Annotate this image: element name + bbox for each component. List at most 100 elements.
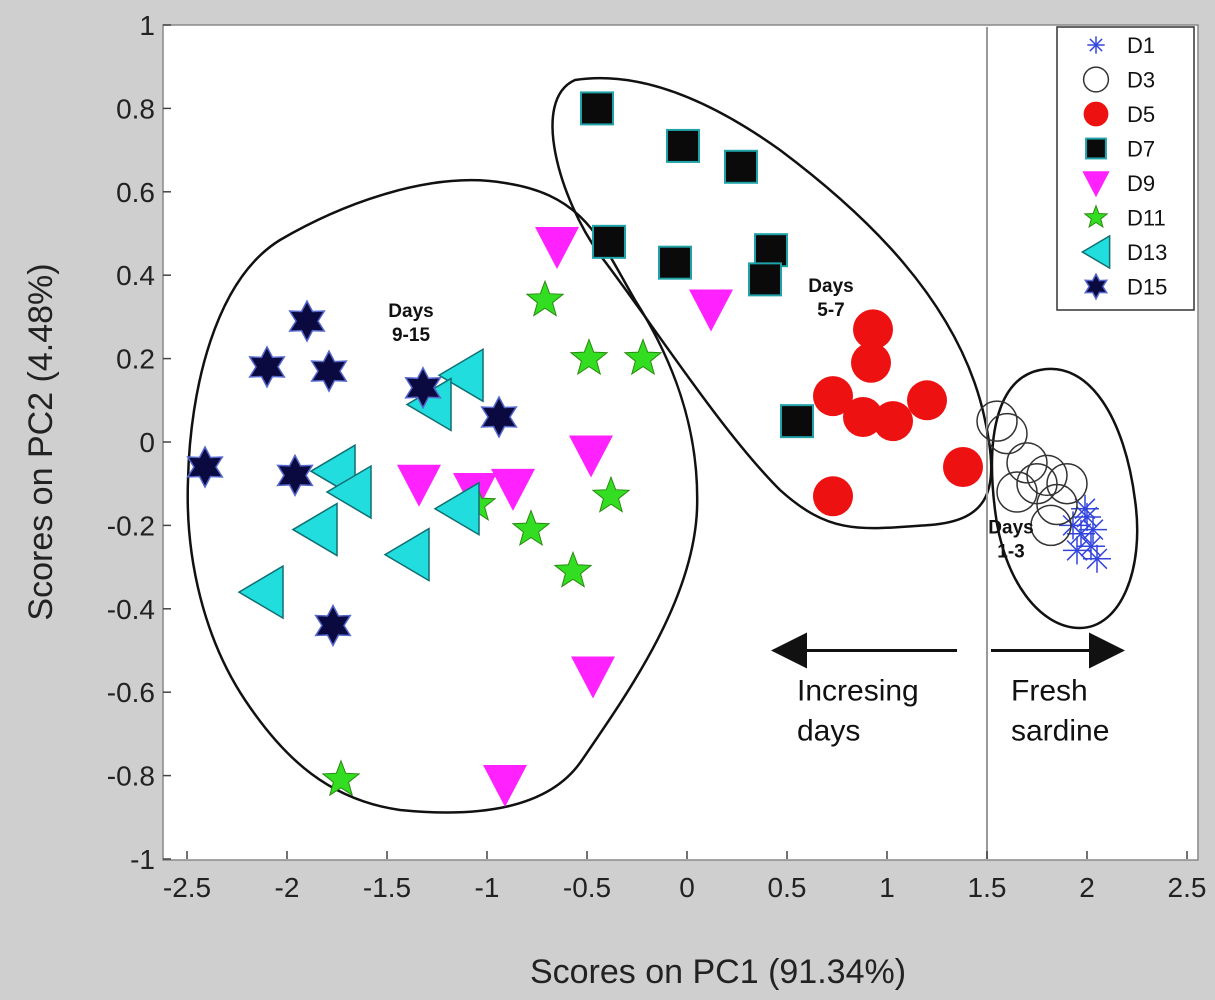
data-point-d15 — [310, 349, 348, 393]
y-tick-label: 0.8 — [116, 93, 155, 124]
data-point-d3 — [1030, 504, 1072, 547]
data-point-d11 — [553, 550, 593, 588]
data-point-d7 — [666, 128, 700, 163]
data-point-d7 — [580, 91, 614, 126]
series-d7 — [580, 91, 814, 439]
data-point-d15 — [314, 603, 352, 648]
x-tick-label: 2.5 — [1168, 872, 1207, 903]
group-annotation-line: 5-7 — [817, 300, 844, 321]
series-d13 — [237, 347, 484, 620]
data-point-d7 — [780, 404, 814, 439]
data-point-d15 — [480, 395, 518, 439]
legend-box — [1056, 26, 1195, 311]
data-point-d9 — [483, 764, 527, 807]
data-point-d7 — [724, 149, 758, 184]
data-point-d5 — [907, 380, 947, 421]
data-point-d3 — [1006, 442, 1048, 484]
series-d3 — [976, 400, 1088, 547]
data-point-d3 — [986, 412, 1028, 455]
data-point-d3 — [1036, 483, 1078, 526]
data-point-d13 — [291, 502, 338, 557]
cluster-outline-days-1-3 — [990, 367, 1139, 630]
group-annotation-line: 1-3 — [997, 542, 1024, 563]
data-point-d7 — [658, 245, 692, 280]
data-point-d7 — [592, 224, 626, 259]
legend-label: D5 — [1127, 102, 1155, 127]
x-axis-title: Scores on PC1 (91.34%) — [530, 953, 906, 991]
data-point-d3 — [1046, 462, 1088, 505]
x-tick-label: 1 — [879, 872, 895, 903]
legend-marker-d13 — [1080, 234, 1111, 270]
group-annotation-line: Days — [388, 301, 433, 322]
data-point-d9 — [571, 656, 615, 699]
legend-label: D9 — [1127, 171, 1155, 196]
data-point-d13 — [433, 481, 480, 537]
data-point-d5 — [943, 447, 983, 488]
arrow-caption-line: Fresh — [1011, 675, 1088, 708]
series-d5 — [813, 309, 983, 517]
data-point-d3 — [976, 400, 1018, 442]
data-point-d1 — [1063, 536, 1091, 565]
data-point-d9 — [569, 435, 613, 478]
legend-marker-d15 — [1083, 272, 1109, 301]
data-point-d13 — [437, 347, 484, 403]
data-point-d1 — [1083, 544, 1111, 573]
data-point-d7 — [748, 262, 782, 297]
y-tick-label: -0.8 — [107, 761, 155, 792]
legend-marker-d11 — [1083, 204, 1109, 229]
data-point-d5 — [851, 342, 891, 383]
data-point-d11 — [321, 759, 361, 797]
data-point-d7 — [754, 233, 788, 268]
y-tick-label: 1 — [139, 10, 155, 41]
group-annotation: Days 5-7 — [808, 276, 853, 321]
legend-label: D11 — [1127, 206, 1166, 231]
data-point-d9 — [689, 289, 733, 332]
data-point-d11 — [525, 279, 565, 317]
group-annotation-line: Days — [808, 276, 853, 297]
data-point-d11 — [623, 338, 663, 376]
y-tick-label: 0 — [139, 427, 155, 458]
legend-label: D3 — [1127, 68, 1155, 93]
group-annotation: Days 1-3 — [988, 518, 1033, 563]
y-tick-label: 0.4 — [116, 260, 155, 291]
data-point-d1 — [1071, 494, 1099, 523]
legend-label: D13 — [1127, 240, 1167, 265]
data-point-d11 — [511, 509, 551, 547]
cluster-outline-days-9-15 — [186, 179, 699, 814]
arrow-caption-line: Incresing — [797, 675, 919, 708]
legend-label: D7 — [1127, 137, 1155, 162]
data-point-d5 — [843, 396, 883, 437]
x-tick-label: 2 — [1079, 872, 1095, 903]
legend-marker-d3 — [1082, 66, 1110, 93]
series-d15 — [186, 299, 518, 648]
x-tick-label: -1.5 — [363, 872, 411, 903]
data-point-d13 — [237, 564, 284, 620]
data-point-d13 — [325, 464, 372, 520]
legend-marker-d9 — [1082, 171, 1110, 198]
arrow-caption: Incresing days — [797, 675, 919, 748]
group-annotation: Days 9-15 — [388, 301, 433, 346]
data-point-d15 — [288, 299, 326, 343]
legend-marker-d7 — [1085, 137, 1107, 160]
x-tick-label: 1.5 — [968, 872, 1007, 903]
x-tick-label: -0.5 — [563, 872, 611, 903]
data-point-d15 — [186, 445, 224, 489]
arrow-caption-line: days — [797, 715, 860, 748]
y-tick-label: 0.6 — [116, 177, 155, 208]
x-tick-label: 0.5 — [768, 872, 807, 903]
legend-marker-d5 — [1083, 101, 1109, 127]
y-tick-label: -0.2 — [107, 510, 155, 541]
data-point-d11 — [591, 475, 631, 513]
legend-label: D1 — [1127, 33, 1155, 58]
x-tick-label: 0 — [679, 872, 695, 903]
x-tick-label: -2.5 — [163, 872, 211, 903]
data-point-d5 — [813, 476, 853, 517]
data-point-d13 — [383, 527, 430, 582]
y-tick-label: -0.6 — [107, 677, 155, 708]
data-point-d1 — [1077, 532, 1105, 561]
arrow-caption: Fresh sardine — [1011, 675, 1109, 748]
x-tick-label: -1 — [475, 872, 500, 903]
legend-marker-d1 — [1087, 36, 1105, 54]
data-point-d9 — [491, 468, 535, 511]
